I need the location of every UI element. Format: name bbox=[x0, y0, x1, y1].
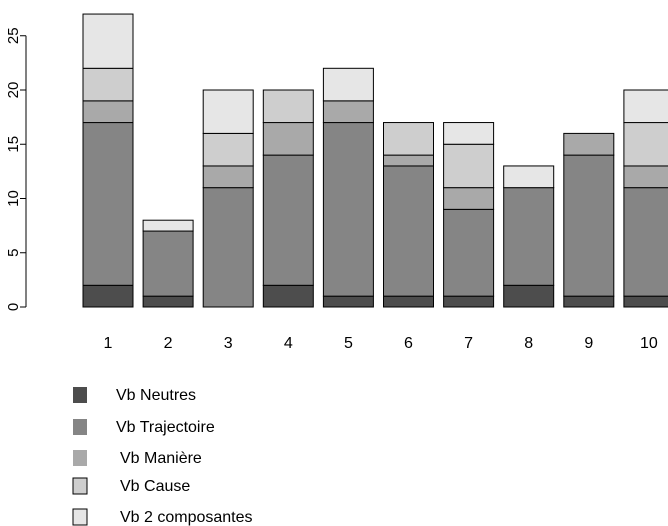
legend-item: Vb 2 composantes bbox=[72, 508, 253, 526]
bar-segment bbox=[142, 295, 194, 308]
bar-segment bbox=[322, 67, 374, 102]
bar-segment bbox=[202, 165, 254, 189]
legend-item: Vb Neutres bbox=[73, 387, 196, 404]
y-tick-label: 10 bbox=[5, 190, 22, 207]
legend-item: Vb Trajectoire bbox=[73, 419, 215, 436]
legend-swatch bbox=[73, 419, 87, 435]
bar-segment bbox=[82, 122, 134, 286]
bar-segment bbox=[202, 89, 254, 134]
bar-segment bbox=[503, 165, 555, 189]
bar-group-10 bbox=[623, 89, 668, 308]
bar-segment bbox=[503, 187, 555, 286]
bar-segment bbox=[383, 165, 434, 297]
y-tick-label: 20 bbox=[5, 82, 22, 99]
y-tick-label: 15 bbox=[5, 136, 22, 153]
bar-segment bbox=[563, 154, 615, 297]
bar-segment bbox=[262, 284, 314, 308]
bar-segment bbox=[443, 295, 495, 308]
bar-group-4 bbox=[262, 89, 314, 308]
bar-segment bbox=[262, 122, 314, 156]
x-tick-label: 6 bbox=[404, 335, 413, 352]
bar-segment bbox=[623, 89, 668, 124]
bar-segment bbox=[82, 13, 134, 69]
bar-segment bbox=[262, 89, 314, 124]
bar-segment bbox=[262, 154, 314, 286]
bar-segment bbox=[623, 295, 668, 308]
bar-segment bbox=[443, 143, 495, 189]
bar-segment bbox=[82, 67, 134, 102]
bar-segment bbox=[623, 122, 668, 167]
bar-segment bbox=[503, 284, 555, 308]
bar-segment bbox=[322, 295, 374, 308]
bars-layer bbox=[82, 13, 668, 308]
legend-swatch bbox=[72, 508, 88, 526]
bar-segment bbox=[383, 295, 434, 308]
bar-segment bbox=[202, 187, 254, 308]
x-tick-label: 10 bbox=[640, 335, 658, 352]
bar-segment bbox=[142, 219, 194, 232]
x-tick-label: 3 bbox=[224, 335, 233, 352]
x-tick-label: 8 bbox=[524, 335, 533, 352]
bar-segment bbox=[202, 132, 254, 167]
y-tick-label: 0 bbox=[5, 303, 22, 311]
bar-segment bbox=[383, 154, 434, 167]
x-tick-label: 5 bbox=[344, 335, 353, 352]
bar-segment bbox=[623, 165, 668, 189]
legend: Vb Neutres Vb Trajectoire Vb Manière Vb Cau… bbox=[72, 387, 253, 526]
bar-segment bbox=[322, 122, 374, 297]
legend-label: Vb Trajectoire bbox=[116, 419, 215, 436]
bar-segment bbox=[563, 132, 615, 156]
bar-segment bbox=[82, 100, 134, 124]
legend-item: Vb Cause bbox=[72, 477, 190, 495]
bar-segment bbox=[563, 295, 615, 308]
x-tick-labels: 1 2 3 4 5 6 7 8 9 10 bbox=[104, 335, 658, 352]
bar-group-1 bbox=[82, 13, 134, 308]
legend-label: Vb 2 composantes bbox=[120, 509, 253, 526]
x-tick-label: 4 bbox=[284, 335, 293, 352]
y-tick-label: 5 bbox=[5, 249, 22, 257]
legend-label: Vb Manière bbox=[120, 450, 202, 467]
legend-swatch bbox=[73, 387, 87, 403]
bar-segment bbox=[623, 187, 668, 297]
y-axis: 0 5 10 15 20 25 bbox=[5, 27, 27, 311]
x-tick-label: 2 bbox=[164, 335, 173, 352]
x-tick-label: 7 bbox=[464, 335, 473, 352]
x-tick-label: 1 bbox=[104, 335, 113, 352]
x-tick-label: 9 bbox=[584, 335, 593, 352]
y-tick-label: 25 bbox=[5, 27, 22, 44]
bar-segment bbox=[82, 284, 134, 308]
legend-item: Vb Manière bbox=[73, 450, 202, 467]
bar-group-2 bbox=[142, 219, 194, 308]
bar-group-3 bbox=[202, 89, 254, 308]
bar-group-9 bbox=[563, 132, 615, 308]
bar-segment bbox=[142, 230, 194, 297]
legend-label: Vb Cause bbox=[120, 478, 190, 495]
bar-group-6 bbox=[383, 122, 434, 308]
legend-label: Vb Neutres bbox=[116, 387, 196, 404]
bar-segment bbox=[443, 187, 495, 210]
bar-segment bbox=[443, 122, 495, 145]
bar-group-5 bbox=[322, 67, 374, 308]
bar-group-8 bbox=[503, 165, 555, 308]
bar-group-7 bbox=[443, 122, 495, 308]
legend-swatch bbox=[72, 477, 88, 495]
bar-segment bbox=[383, 122, 434, 156]
bar-segment bbox=[322, 100, 374, 124]
bar-segment bbox=[443, 208, 495, 297]
legend-swatch bbox=[73, 450, 87, 466]
